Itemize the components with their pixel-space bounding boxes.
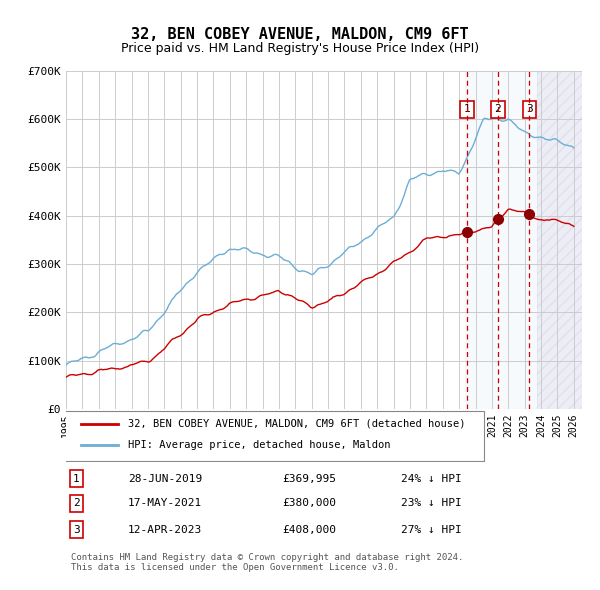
Text: 1: 1 bbox=[73, 474, 80, 484]
Text: £380,000: £380,000 bbox=[283, 499, 337, 509]
Text: 2: 2 bbox=[73, 499, 80, 509]
Bar bbox=[538, 71, 582, 409]
Text: 12-APR-2023: 12-APR-2023 bbox=[128, 525, 202, 535]
Text: 32, BEN COBEY AVENUE, MALDON, CM9 6FT: 32, BEN COBEY AVENUE, MALDON, CM9 6FT bbox=[131, 27, 469, 41]
Text: 32, BEN COBEY AVENUE, MALDON, CM9 6FT (detached house): 32, BEN COBEY AVENUE, MALDON, CM9 6FT (d… bbox=[128, 419, 466, 429]
Text: Price paid vs. HM Land Registry's House Price Index (HPI): Price paid vs. HM Land Registry's House … bbox=[121, 42, 479, 55]
Text: 1: 1 bbox=[464, 104, 470, 114]
Text: 17-MAY-2021: 17-MAY-2021 bbox=[128, 499, 202, 509]
Text: 28-JUN-2019: 28-JUN-2019 bbox=[128, 474, 202, 484]
Text: 23% ↓ HPI: 23% ↓ HPI bbox=[401, 499, 462, 509]
Bar bbox=[465, 71, 538, 409]
Text: 27% ↓ HPI: 27% ↓ HPI bbox=[401, 525, 462, 535]
Text: 24% ↓ HPI: 24% ↓ HPI bbox=[401, 474, 462, 484]
Text: HPI: Average price, detached house, Maldon: HPI: Average price, detached house, Mald… bbox=[128, 440, 391, 450]
Text: 3: 3 bbox=[73, 525, 80, 535]
FancyBboxPatch shape bbox=[61, 411, 484, 461]
Text: Contains HM Land Registry data © Crown copyright and database right 2024.
This d: Contains HM Land Registry data © Crown c… bbox=[71, 553, 464, 572]
Text: £408,000: £408,000 bbox=[283, 525, 337, 535]
Text: £369,995: £369,995 bbox=[283, 474, 337, 484]
Text: 2: 2 bbox=[494, 104, 502, 114]
Text: 3: 3 bbox=[526, 104, 533, 114]
